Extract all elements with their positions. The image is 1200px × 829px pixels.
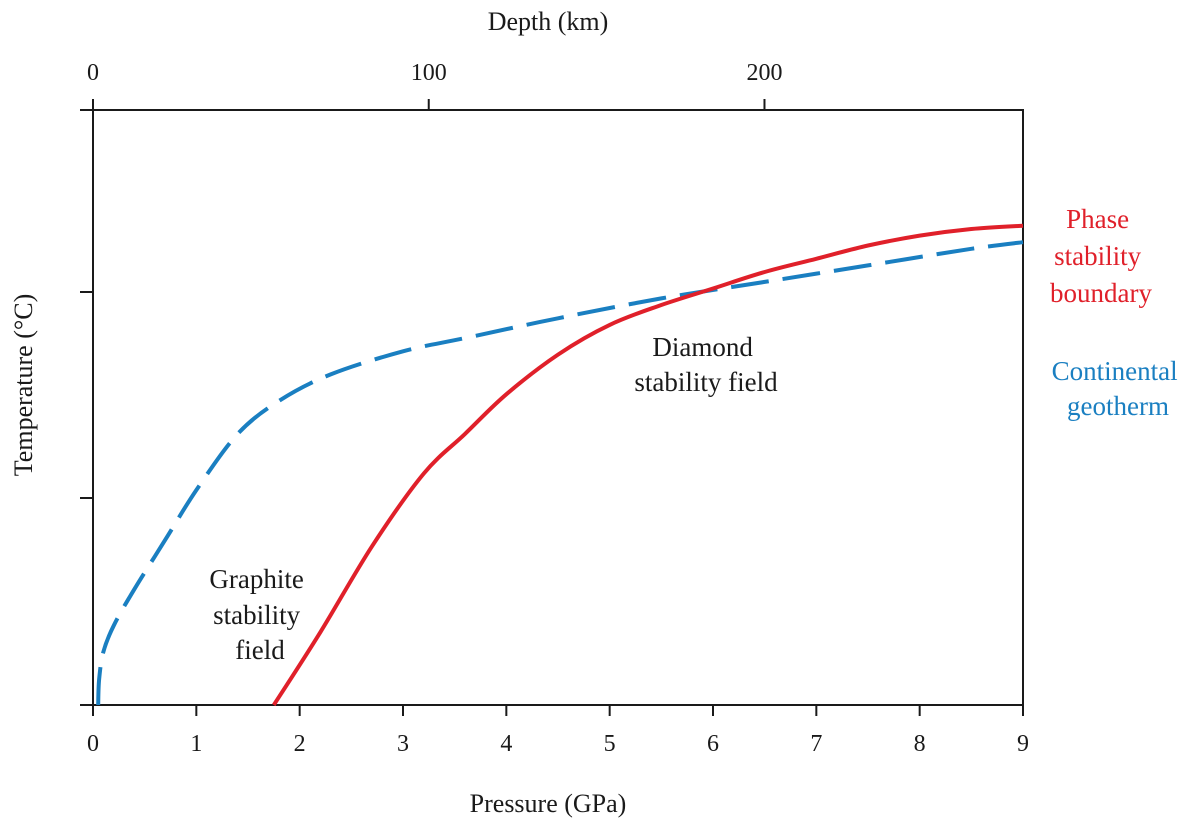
top-axis-ticks: 0 100 200 — [87, 60, 782, 110]
top-tick-label: 100 — [411, 60, 447, 86]
top-axis-title: Depth (km) — [488, 7, 609, 36]
y-axis-title: Temperature (°C) — [9, 294, 38, 477]
series-layer — [96, 223, 1024, 707]
top-tick-label: 0 — [87, 60, 99, 86]
x-tick-label: 4 — [500, 731, 512, 757]
x-tick-label: 6 — [707, 731, 719, 757]
phase-boundary-line — [272, 223, 1024, 707]
x-tick-label: 7 — [810, 731, 822, 757]
x-tick-label: 8 — [914, 731, 926, 757]
phase-boundary-label: Phase stability boundary — [1050, 204, 1152, 308]
x-tick-label: 9 — [1017, 731, 1029, 757]
y-axis-ticks — [80, 109, 93, 706]
x-tick-label: 2 — [294, 731, 306, 757]
graphite-field-label: Graphite stability field — [209, 564, 310, 665]
top-tick-label: 200 — [746, 60, 782, 86]
x-tick-label: 3 — [397, 731, 409, 757]
x-tick-label: 0 — [87, 731, 99, 757]
x-tick-label: 5 — [604, 731, 616, 757]
x-axis-title: Pressure (GPa) — [470, 789, 627, 818]
x-axis-ticks: 0 1 2 3 4 5 6 7 8 9 — [87, 705, 1029, 757]
plot-frame — [92, 109, 1024, 706]
x-tick-label: 1 — [190, 731, 202, 757]
geotherm-label: Continental geotherm — [1052, 356, 1185, 421]
geotherm-line — [96, 240, 1024, 706]
diamond-field-label: Diamond stability field — [634, 332, 778, 397]
